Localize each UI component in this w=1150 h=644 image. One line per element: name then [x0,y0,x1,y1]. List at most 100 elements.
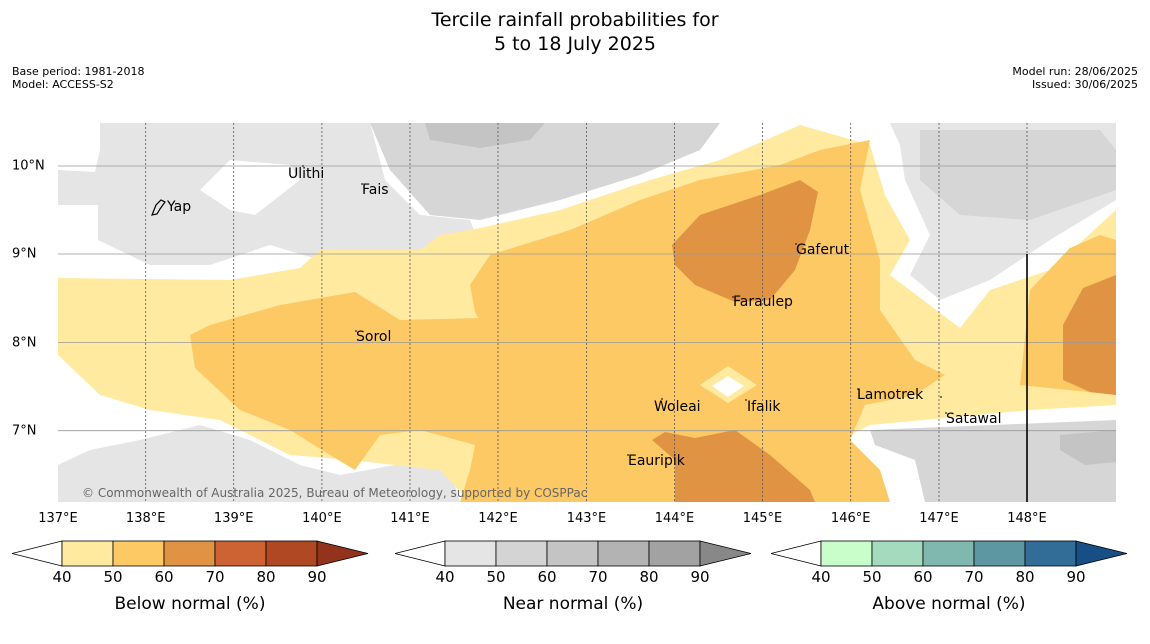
place-sorol: Sorol [356,329,392,345]
lamotrek-dot [857,388,859,390]
near-normal-region-north [370,123,720,220]
cb-below-bin-40-50 [61,540,114,567]
meta-right: Model run: 28/06/2025 Issued: 30/06/2025 [1012,65,1138,91]
lon-label-143e: 143°E [566,511,607,526]
cb-above-arrow-high [1075,540,1128,567]
cb-near-tick-40: 40 [435,568,455,586]
place-ifalik: Ifalik [747,399,781,415]
sorol-dot [355,330,357,332]
near-normal-region-north-dark [425,123,545,148]
cb-below-bin-60-70 [163,540,216,567]
cb-above-tick-40: 40 [811,568,831,586]
cb-above-bin-50-60 [871,540,924,567]
lon-label-137e: 137°E [38,511,78,526]
cb-near-bin-50-60 [495,540,548,567]
cb-below-bin-80-90 [265,540,318,567]
cb-near-tick-80: 80 [639,568,659,586]
cb-near-tick-90: 90 [690,568,710,586]
place-fais: Fais [362,182,389,198]
probability-field [58,123,1116,502]
place-gaferut: Gaferut [796,242,850,258]
cb-near-bin-80-90 [648,540,701,567]
map-title: Tercile rainfall probabilities for 5 to … [0,8,1150,56]
lat-label-7n: 7°N [12,423,37,439]
cb-below-tick-50: 50 [103,568,123,586]
near-normal-region-se [870,420,1116,502]
cb-above-bin-80-90 [1024,540,1077,567]
cb-above-title: Above normal (%) [872,594,1026,614]
below-normal-60-70-region-north [672,180,818,302]
near-normal-region-se-dark [1060,430,1116,465]
lamotrek-east-dot [940,396,942,398]
cb-near-tick-70: 70 [588,568,608,586]
cb-below-title: Below normal (%) [114,594,266,614]
colorbar-near-normal [394,540,752,567]
cb-above-bin-70-80 [973,540,1026,567]
cb-above-arrow-low [770,540,822,567]
model-name: Model: ACCESS-S2 [12,78,114,91]
cb-near-bin-60-70 [546,540,599,567]
place-satawal: Satawal [946,411,1002,427]
cb-above-tick-70: 70 [964,568,984,586]
lon-label-141e: 141°E [390,511,430,526]
cb-near-tick-50: 50 [486,568,506,586]
copyright-notice: © Commonwealth of Australia 2025, Bureau… [82,486,588,500]
cb-near-arrow-high [699,540,752,567]
model-run: Model run: 28/06/2025 [1012,65,1138,78]
cb-above-tick-50: 50 [862,568,882,586]
base-period: Base period: 1981-2018 [12,65,145,78]
white-gap-ulithi [200,160,300,215]
cb-above-tick-60: 60 [913,568,933,586]
cb-near-bin-40-50 [444,540,497,567]
lat-label-10n: 10°N [12,158,45,174]
eauripik-dot [627,454,629,456]
cb-above-tick-80: 80 [1015,568,1035,586]
place-yap: Yap [167,199,192,215]
below-normal-60-70-region-east [1063,275,1116,395]
cb-below-tick-90: 90 [307,568,327,586]
lon-label-148e: 148°E [1007,511,1047,526]
cb-below-arrow-high [316,540,369,567]
title-line-1: Tercile rainfall probabilities for [431,9,719,31]
gaferut-dot [795,243,797,245]
cb-above-bin-60-70 [922,540,975,567]
lon-label-145e: 145°E [742,511,783,526]
colorbar-above-normal [770,540,1128,567]
island-dots [302,165,947,456]
fais-dot [361,183,363,185]
woleai-dot [661,398,663,400]
issued-date: Issued: 30/06/2025 [1031,78,1138,91]
ifalik-dot [745,399,747,401]
near-normal-region-ne-dark [920,130,1116,220]
lon-label-142e: 142°E [478,511,518,526]
below-normal-60-70-region-south [652,430,815,502]
cb-above-tick-90: 90 [1066,568,1086,586]
place-faraulep: Faraulep [733,294,793,310]
place-eauripik: Eauripik [628,453,685,469]
woleai-feature-inner [712,376,744,397]
meta-left: Base period: 1981-2018 Model: ACCESS-S2 [12,65,144,91]
colorbar-below-normal [11,540,369,567]
cb-near-arrow-low [394,540,446,567]
gridlines [58,123,1116,502]
lon-label-138e: 138°E [125,511,166,526]
cb-near-tick-60: 60 [537,568,557,586]
lon-label-140e: 140°E [302,511,342,526]
yap-island-outline [151,199,166,216]
faraulep-dot [732,296,734,298]
cb-above-bin-40-50 [820,540,873,567]
lon-label-139e: 139°E [213,511,254,526]
satawal-dot [945,412,947,414]
cb-below-tick-60: 60 [154,568,174,586]
cb-below-tick-70: 70 [205,568,225,586]
title-line-2: 5 to 18 July 2025 [493,33,657,55]
lon-label-144e: 144°E [654,511,695,526]
cb-near-title: Near normal (%) [502,594,644,614]
cb-below-tick-40: 40 [52,568,72,586]
lon-label-146e: 146°E [830,511,871,526]
place-woleai: Woleai [654,399,701,415]
lat-label-9n: 9°N [12,246,37,262]
cb-below-arrow-low [11,540,63,567]
cb-below-bin-70-80 [214,540,267,567]
